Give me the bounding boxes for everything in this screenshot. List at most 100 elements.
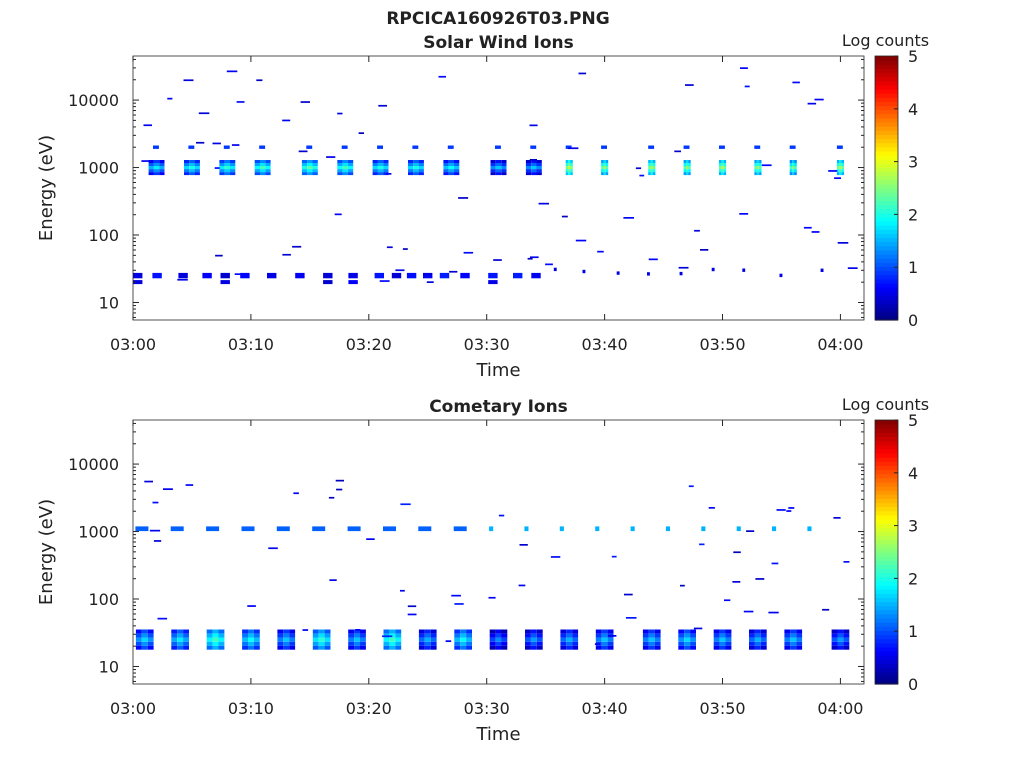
heatmap-cell: [796, 641, 803, 646]
heatmap-cell: [792, 160, 795, 163]
heatmap-cell: [565, 163, 569, 166]
heatmap-cell: [733, 551, 741, 554]
heatmap-cell: [153, 169, 160, 173]
heatmap-cell: [424, 641, 431, 646]
heatmap-cell: [277, 645, 284, 650]
heatmap-cell: [408, 160, 414, 163]
heatmap-cell: [153, 172, 160, 176]
heatmap-cell: [389, 637, 396, 642]
heatmap-cell: [723, 166, 727, 169]
heatmap-cell: [443, 166, 449, 169]
heatmap-cell: [648, 633, 655, 638]
heatmap-cell: [318, 633, 325, 638]
heatmap-cell: [686, 166, 689, 169]
heatmap-cell: [418, 163, 424, 166]
x-tick-label: 03:10: [228, 335, 274, 354]
heatmap-cell: [454, 160, 460, 163]
colorbar-swatch: [875, 163, 898, 168]
colorbar-swatch: [875, 229, 898, 234]
heatmap-cell: [147, 637, 154, 642]
heatmap-cell: [214, 167, 220, 169]
colorbar-swatch: [875, 241, 898, 247]
heatmap-cell: [575, 239, 587, 242]
heatmap-cell: [756, 169, 760, 173]
colorbar-swatch: [875, 291, 898, 296]
heatmap-cell: [423, 275, 431, 278]
heatmap-cell: [688, 163, 691, 166]
heatmap-cell: [768, 611, 779, 614]
heatmap-cell: [568, 160, 571, 163]
heatmap-cell: [395, 637, 402, 642]
heatmap-cell: [448, 169, 454, 173]
heatmap-cell: [566, 645, 573, 650]
heatmap-cell: [295, 272, 305, 279]
colorbar-swatch: [875, 444, 898, 450]
heatmap-cell: [347, 172, 354, 176]
heatmap-cell: [318, 637, 325, 642]
colorbar-swatch: [875, 605, 898, 611]
heatmap-cell: [377, 172, 384, 176]
heatmap-cell: [754, 645, 761, 650]
heatmap-cell: [234, 273, 242, 275]
heatmap-cell: [430, 633, 437, 638]
heatmap-cell: [412, 145, 419, 149]
heatmap-cell: [253, 645, 260, 650]
heatmap-cell: [348, 280, 358, 285]
heatmap-cell: [759, 169, 762, 173]
colorbar-tick-label: 1: [908, 622, 918, 641]
heatmap-cell: [292, 245, 302, 248]
heatmap-cell: [721, 169, 724, 173]
heatmap-cell: [277, 637, 284, 642]
heatmap-cell: [418, 629, 425, 634]
heatmap-cell: [424, 633, 431, 638]
colorbar-swatch: [875, 105, 898, 111]
colorbar-swatch: [875, 626, 898, 631]
heatmap-cell: [152, 272, 162, 279]
heatmap-cell: [531, 166, 537, 169]
heatmap-cell: [607, 637, 614, 642]
colorbar-swatch: [875, 237, 898, 243]
heatmap-cell: [360, 641, 366, 646]
heatmap-cell: [342, 160, 348, 163]
heatmap-cell: [342, 163, 348, 166]
heatmap-cell: [430, 641, 437, 646]
heatmap-cell: [701, 526, 706, 532]
heatmap-cell: [601, 641, 608, 646]
heatmap-cell: [684, 633, 691, 638]
heatmap-cell: [383, 629, 390, 634]
heatmap-cell: [565, 166, 569, 169]
heatmap-cell: [688, 172, 691, 176]
heatmap-cell: [265, 166, 271, 169]
heatmap-cell: [501, 169, 507, 173]
heatmap-cell: [312, 163, 318, 166]
heatmap-cell: [413, 166, 419, 169]
heatmap-cell: [447, 145, 454, 149]
heatmap-cell: [448, 166, 454, 169]
heatmap-cell: [306, 145, 313, 149]
heatmap-cell: [377, 169, 384, 173]
heatmap-cell: [713, 629, 720, 634]
heatmap-cell: [553, 267, 557, 272]
heatmap-cell: [283, 641, 290, 646]
heatmap-cell: [454, 641, 461, 646]
colorbar-swatch: [875, 204, 898, 210]
heatmap-cell: [242, 641, 248, 646]
colorbar-swatch: [875, 101, 898, 107]
heatmap-cell: [693, 627, 703, 630]
colorbar-swatch: [875, 212, 898, 218]
heatmap-cell: [307, 172, 313, 176]
heatmap-cell: [754, 172, 757, 176]
heatmap-cell: [561, 215, 568, 218]
colorbar-label: Log counts: [842, 31, 929, 50]
heatmap-cell: [794, 160, 797, 163]
heatmap-cell: [518, 584, 526, 587]
colorbar-swatch: [875, 117, 898, 123]
heatmap-cell: [601, 160, 604, 163]
heatmap-cell: [454, 166, 460, 169]
heatmap-cell: [530, 629, 537, 634]
heatmap-cell: [690, 641, 696, 646]
heatmap-cell: [265, 172, 271, 176]
heatmap-cell: [688, 166, 691, 169]
heatmap-cell: [690, 633, 696, 638]
heatmap-cell: [242, 637, 248, 642]
